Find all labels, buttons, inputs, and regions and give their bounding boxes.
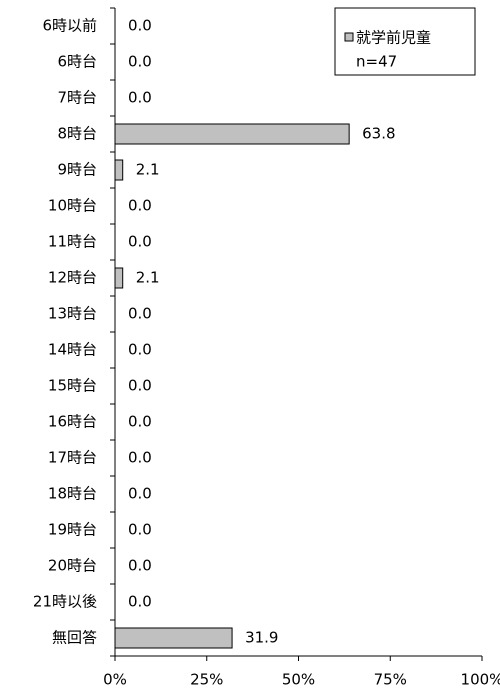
x-tick-label: 50% xyxy=(282,671,315,689)
value-label: 0.0 xyxy=(128,89,152,107)
value-label: 0.0 xyxy=(128,413,152,431)
value-label: 0.0 xyxy=(128,341,152,359)
value-label: 0.0 xyxy=(128,485,152,503)
value-label: 31.9 xyxy=(245,629,278,647)
legend-note: n=47 xyxy=(356,53,397,71)
value-label: 0.0 xyxy=(128,449,152,467)
value-label: 0.0 xyxy=(128,53,152,71)
y-tick-label: 20時台 xyxy=(48,557,97,575)
value-label: 2.1 xyxy=(136,269,160,287)
y-tick-label: 14時台 xyxy=(48,341,97,359)
x-tick-label: 0% xyxy=(103,671,127,689)
y-tick-label: 無回答 xyxy=(52,629,97,647)
x-tick-label: 100% xyxy=(461,671,500,689)
bar xyxy=(114,627,233,649)
value-label: 63.8 xyxy=(362,125,395,143)
x-tick-label: 25% xyxy=(190,671,223,689)
value-label: 0.0 xyxy=(128,233,152,251)
bar xyxy=(114,123,350,145)
y-tick-label: 9時台 xyxy=(57,161,97,179)
y-tick-label: 16時台 xyxy=(48,413,97,431)
value-label: 0.0 xyxy=(128,197,152,215)
legend-box xyxy=(334,7,476,76)
y-tick-label: 6時以前 xyxy=(42,17,97,35)
y-tick-label: 17時台 xyxy=(48,449,97,467)
value-label: 0.0 xyxy=(128,521,152,539)
value-label: 0.0 xyxy=(128,377,152,395)
y-tick-label: 21時以後 xyxy=(33,593,97,611)
y-tick-label: 11時台 xyxy=(48,233,97,251)
y-tick-label: 6時台 xyxy=(57,53,97,71)
y-tick-label: 12時台 xyxy=(48,269,97,287)
value-label: 2.1 xyxy=(136,161,160,179)
y-tick-label: 15時台 xyxy=(48,377,97,395)
y-tick-label: 7時台 xyxy=(57,89,97,107)
y-tick-label: 18時台 xyxy=(48,485,97,503)
y-tick-label: 19時台 xyxy=(48,521,97,539)
value-label: 0.0 xyxy=(128,17,152,35)
value-label: 0.0 xyxy=(128,557,152,575)
x-tick-label: 75% xyxy=(374,671,407,689)
y-tick-label: 8時台 xyxy=(57,125,97,143)
value-label: 0.0 xyxy=(128,305,152,323)
bar xyxy=(114,159,124,181)
y-tick-label: 10時台 xyxy=(48,197,97,215)
y-tick-label: 13時台 xyxy=(48,305,97,323)
bar xyxy=(114,267,124,289)
legend-swatch xyxy=(344,32,354,42)
value-label: 0.0 xyxy=(128,593,152,611)
legend-label: 就学前児童 xyxy=(356,29,431,47)
